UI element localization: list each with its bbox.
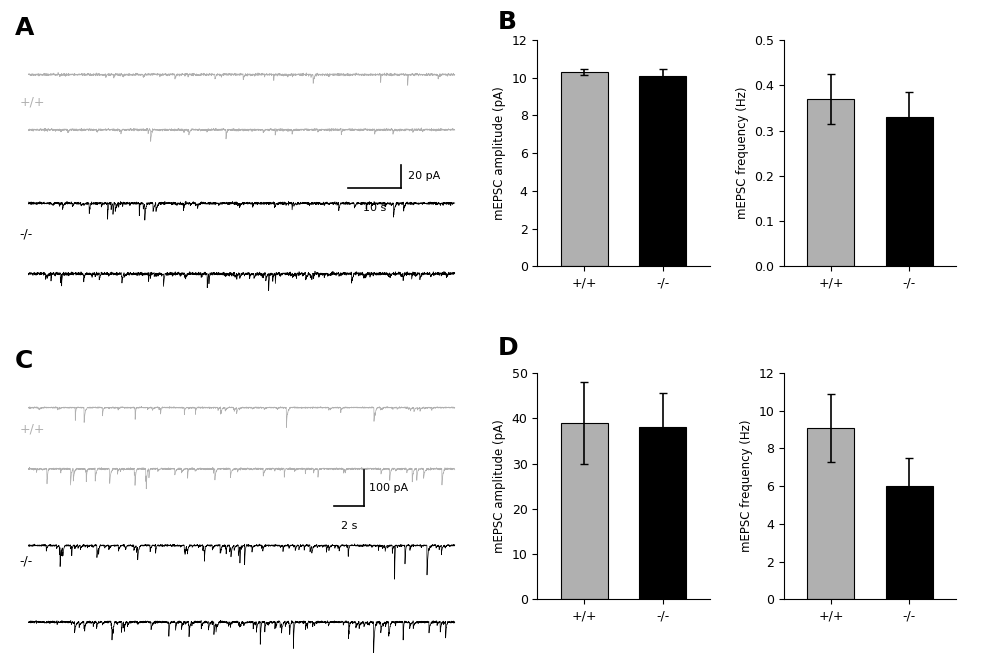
Bar: [561, 423, 608, 599]
Text: D: D: [498, 336, 519, 360]
Y-axis label: mEPSC frequency (Hz): mEPSC frequency (Hz): [736, 87, 748, 219]
Text: +/+: +/+: [19, 96, 44, 109]
Text: 100 pA: 100 pA: [369, 483, 408, 493]
Text: 10 s: 10 s: [363, 203, 387, 213]
Bar: [639, 76, 686, 266]
Text: +/+: +/+: [19, 422, 44, 436]
Text: 20 pA: 20 pA: [408, 171, 441, 181]
Text: B: B: [498, 10, 517, 34]
Text: -/-: -/-: [19, 554, 33, 567]
Text: A: A: [15, 17, 34, 41]
Bar: [561, 72, 608, 266]
Text: -/-: -/-: [19, 227, 33, 240]
Y-axis label: mEPSC frequency (Hz): mEPSC frequency (Hz): [740, 420, 752, 552]
Bar: [885, 117, 933, 266]
Bar: [885, 486, 933, 599]
Bar: [808, 99, 855, 266]
Bar: [808, 428, 855, 599]
Text: C: C: [15, 350, 33, 374]
Text: 2 s: 2 s: [341, 521, 358, 531]
Y-axis label: mEPSC amplitude (pA): mEPSC amplitude (pA): [493, 87, 506, 220]
Y-axis label: mEPSC amplitude (pA): mEPSC amplitude (pA): [493, 420, 506, 553]
Bar: [639, 428, 686, 599]
